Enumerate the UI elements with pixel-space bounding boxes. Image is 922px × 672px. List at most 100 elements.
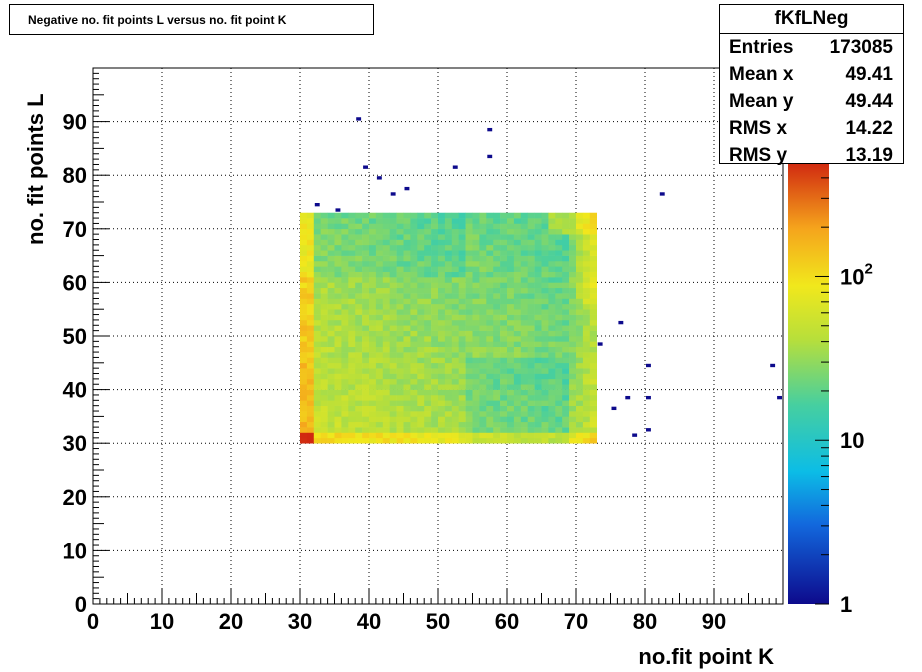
heat-bin — [541, 255, 549, 262]
heat-bin — [465, 432, 473, 439]
heat-bin — [410, 277, 418, 283]
heat-bin — [493, 336, 501, 342]
heat-bin — [500, 368, 508, 374]
heatmap-bins — [300, 212, 597, 444]
heat-bin — [424, 287, 432, 294]
heat-bin — [576, 319, 584, 326]
heat-bin — [541, 239, 549, 246]
heat-bin — [417, 421, 425, 428]
heat-bin — [313, 384, 321, 390]
heat-bin — [403, 287, 411, 294]
heat-bin — [327, 309, 335, 315]
heat-bin — [438, 373, 446, 380]
heat-bin — [582, 357, 591, 364]
stats-label: Entries — [729, 37, 794, 58]
heat-bin — [576, 373, 584, 380]
heat-bin — [306, 260, 315, 267]
heat-bin — [341, 212, 349, 219]
heat-bin — [486, 255, 494, 262]
heat-bin — [327, 389, 335, 396]
heat-bin — [589, 325, 597, 331]
heat-bin — [589, 432, 597, 439]
heat-bin — [438, 277, 446, 283]
heat-bin — [582, 336, 591, 342]
heat-bin — [486, 282, 494, 289]
heat-bin — [438, 357, 446, 364]
heat-bin — [424, 325, 432, 331]
heat-bin — [493, 378, 501, 385]
heat-bin — [382, 384, 390, 390]
heat-bin — [348, 378, 356, 385]
heat-bin — [589, 303, 597, 310]
heat-bin — [396, 368, 404, 374]
heat-bin — [327, 437, 335, 444]
heat-bin — [334, 432, 342, 439]
heat-bin — [507, 287, 515, 294]
heat-bin — [300, 394, 308, 401]
heat-bin — [355, 416, 363, 423]
color-palette — [788, 162, 829, 604]
heat-bin — [520, 357, 528, 364]
sparse-bin — [452, 165, 458, 169]
heat-bin — [362, 314, 370, 321]
heat-bin — [403, 346, 411, 353]
sparse-bin — [390, 192, 396, 196]
heat-bin — [562, 346, 570, 353]
heat-bin — [341, 228, 349, 235]
heat-bin — [451, 277, 459, 283]
heat-bin — [369, 244, 377, 251]
heat-bin — [479, 346, 487, 353]
heat-bin — [479, 330, 487, 337]
z-tick-label: 1 — [840, 592, 852, 617]
heat-bin — [300, 223, 308, 230]
heat-bin — [327, 255, 335, 262]
heat-bin — [493, 234, 501, 240]
heat-bin — [527, 319, 535, 326]
heat-bin — [355, 368, 363, 374]
heat-bin — [327, 336, 335, 342]
heat-bin — [576, 228, 584, 235]
sparse-bin — [597, 342, 603, 346]
heat-bin — [327, 341, 335, 348]
heat-bin — [520, 298, 528, 305]
heat-bin — [493, 352, 501, 358]
heat-bin — [541, 218, 549, 224]
heat-bin — [382, 411, 390, 417]
heat-bin — [451, 373, 459, 380]
heat-bin — [548, 234, 556, 240]
heat-bin — [513, 384, 522, 390]
x-tick-label: 10 — [150, 609, 174, 634]
heat-bin — [486, 400, 494, 406]
heat-bin — [472, 277, 480, 283]
heat-bin — [348, 416, 356, 423]
heat-bin — [327, 266, 335, 272]
heat-bin — [410, 352, 418, 358]
heat-bin — [534, 293, 542, 299]
heat-bin — [403, 255, 411, 262]
heat-bin — [472, 357, 480, 364]
heat-bin — [300, 330, 308, 337]
y-axis-title: no. fit points L — [23, 93, 48, 245]
heat-bin — [513, 330, 522, 337]
heat-bin — [369, 330, 377, 337]
heat-bin — [562, 330, 570, 337]
heat-bin — [500, 346, 508, 353]
heat-bin — [417, 239, 425, 246]
heat-bin — [576, 384, 584, 390]
heat-bin — [493, 427, 501, 433]
heat-bin — [576, 271, 584, 278]
heat-bin — [444, 341, 453, 348]
heat-bin — [313, 260, 321, 267]
heat-bin — [527, 341, 535, 348]
heat-bin — [375, 234, 384, 240]
heat-bin — [493, 346, 501, 353]
heat-bin — [451, 260, 459, 267]
heat-bin — [582, 228, 591, 235]
heat-bin — [327, 228, 335, 235]
heat-bin — [403, 266, 411, 272]
heat-bin — [382, 319, 390, 326]
heat-bin — [341, 352, 349, 358]
heat-bin — [472, 271, 480, 278]
heat-bin — [369, 341, 377, 348]
heat-bin — [534, 357, 542, 364]
